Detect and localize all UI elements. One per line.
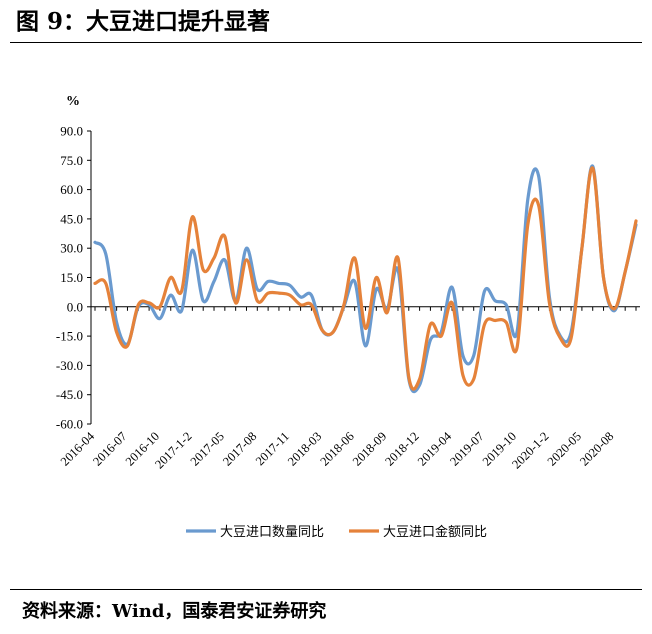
x-tick-label: 2017-1-2 <box>152 429 194 471</box>
x-tick-label: 2018-09 <box>350 429 389 468</box>
x-tick-label: 2018-06 <box>317 429 356 468</box>
source-rule <box>10 589 642 590</box>
y-tick-label: -60.0 <box>56 417 83 432</box>
y-tick-label: -30.0 <box>56 358 83 373</box>
y-axis: 90.0 75.0 60.0 45.0 30.0 15.0 0.0 -15.0 -30.0 -45… <box>56 124 92 432</box>
y-tick-label: 30.0 <box>60 241 83 256</box>
x-axis: 2016-042016-072016-102017-1-22017-052017… <box>58 306 640 472</box>
x-tick-label: 2019-04 <box>415 429 455 469</box>
y-tick-label: 15.0 <box>60 270 83 285</box>
legend: 大豆进口数量同比 大豆进口金额同比 <box>186 524 487 540</box>
x-tick-label: 2017-05 <box>188 429 227 468</box>
y-tick-label: -15.0 <box>56 329 83 344</box>
x-tick-label: 2017-11 <box>253 429 292 468</box>
x-tick-label: 2016-07 <box>90 429 129 468</box>
y-tick-label: -45.0 <box>56 387 83 402</box>
series-lines <box>93 164 638 394</box>
x-tick-label: 2018-03 <box>285 429 324 468</box>
series-line-2 <box>93 166 638 391</box>
x-tick-label: 2019-07 <box>447 429 486 468</box>
x-tick-label: 2017-08 <box>220 429 259 468</box>
series-line-1 <box>93 164 638 394</box>
x-tick-label: 2020-1-2 <box>509 429 551 471</box>
y-tick-label: 75.0 <box>60 153 83 168</box>
x-tick-label: 2016-04 <box>58 429 98 469</box>
legend-label-2: 大豆进口金额同比 <box>383 524 487 540</box>
y-tick-label: 45.0 <box>60 211 83 226</box>
title-rule <box>10 42 642 43</box>
x-tick-label: 2018-12 <box>382 429 421 468</box>
unit-label: % <box>66 94 80 109</box>
y-tick-label: 0.0 <box>67 299 83 314</box>
legend-label-1: 大豆进口数量同比 <box>220 525 324 540</box>
x-tick-label: 2020-08 <box>577 429 616 468</box>
x-tick-label: 2020-05 <box>545 429 584 468</box>
line-chart: % 90.0 75.0 60.0 45.0 30.0 15.0 0.0 -15.0 -30.0 -… <box>56 94 640 540</box>
y-tick-label: 90.0 <box>60 124 83 139</box>
figure-title: 图 9：大豆进口提升显著 <box>16 8 271 35</box>
source-note: 资料来源：Wind，国泰君安证券研究 <box>22 601 327 622</box>
y-tick-label: 60.0 <box>60 182 83 197</box>
